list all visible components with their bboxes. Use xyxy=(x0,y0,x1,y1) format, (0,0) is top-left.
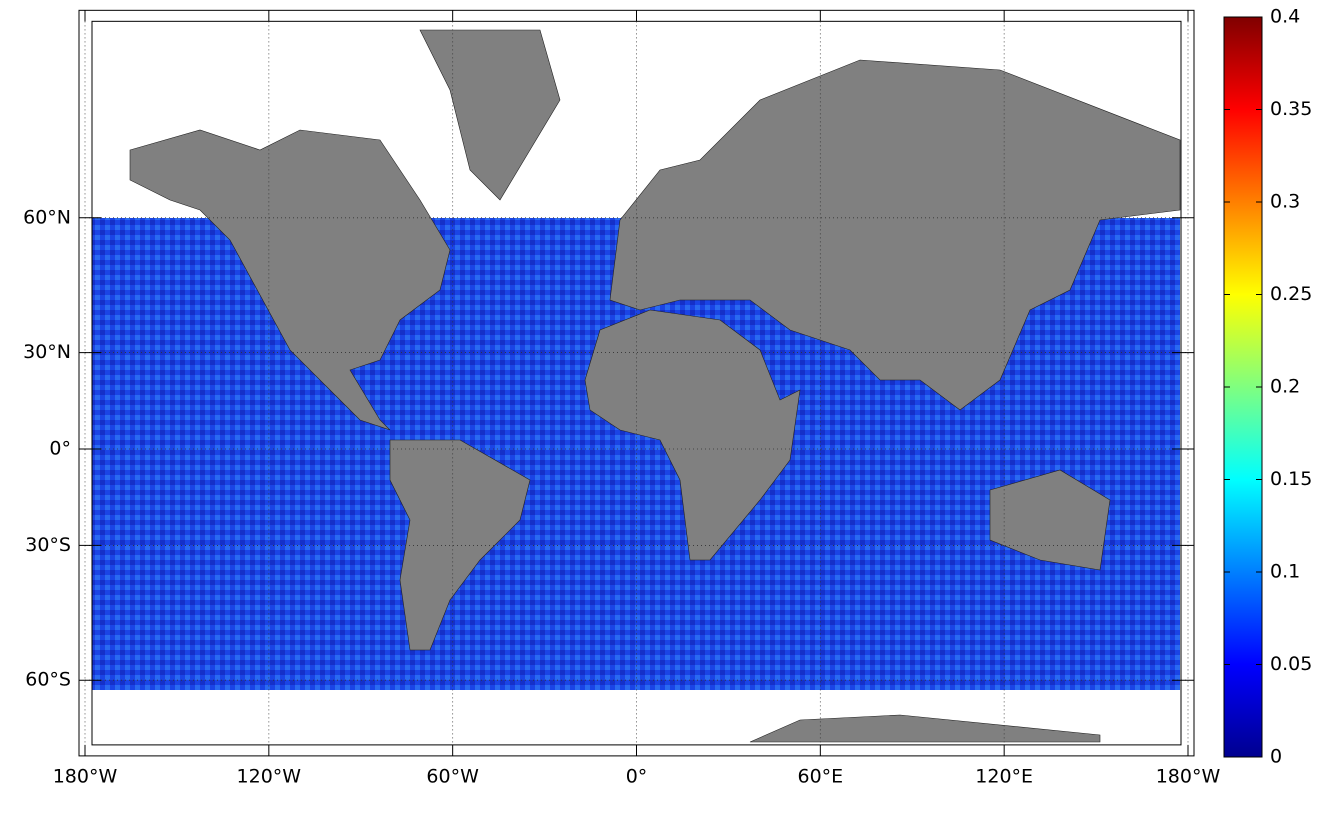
lon-tick-label: 180°W xyxy=(53,765,118,787)
lat-tick-label: 0° xyxy=(49,438,71,460)
lon-tick-label: 120°W xyxy=(237,765,302,787)
colorbar-tick-label: 0.3 xyxy=(1270,191,1300,213)
colorbar-tick-label: 0.1 xyxy=(1270,561,1300,583)
lon-tick-label: 0° xyxy=(626,765,648,787)
lon-tick-label: 60°E xyxy=(797,765,843,787)
lat-tick-label: 30°S xyxy=(25,534,71,556)
lat-tick-label: 60°N xyxy=(23,206,71,228)
colorbar-tick-label: 0.15 xyxy=(1270,468,1312,490)
north-america xyxy=(129,129,451,431)
australia xyxy=(989,469,1111,571)
lon-tick-label: 180°W xyxy=(1156,765,1221,787)
south-america xyxy=(389,439,531,651)
colorbar-tick-label: 0.35 xyxy=(1270,98,1312,120)
eurasia xyxy=(609,59,1181,411)
greenland xyxy=(419,29,561,201)
colorbar-tick-label: 0.2 xyxy=(1270,376,1300,398)
colorbar-tick-label: 0.05 xyxy=(1270,653,1312,675)
colorbar-tick-label: 0.25 xyxy=(1270,283,1312,305)
colorbar-tick-label: 0.4 xyxy=(1270,6,1300,28)
lon-tick-label: 60°W xyxy=(426,765,479,787)
lat-tick-label: 30°N xyxy=(23,341,71,363)
antarctica xyxy=(749,714,1101,743)
africa xyxy=(584,309,801,561)
lon-tick-label: 120°E xyxy=(975,765,1033,787)
lat-tick-label: 60°S xyxy=(25,669,71,691)
colorbar-tick-label: 0 xyxy=(1270,746,1282,768)
map-body xyxy=(92,28,1181,743)
